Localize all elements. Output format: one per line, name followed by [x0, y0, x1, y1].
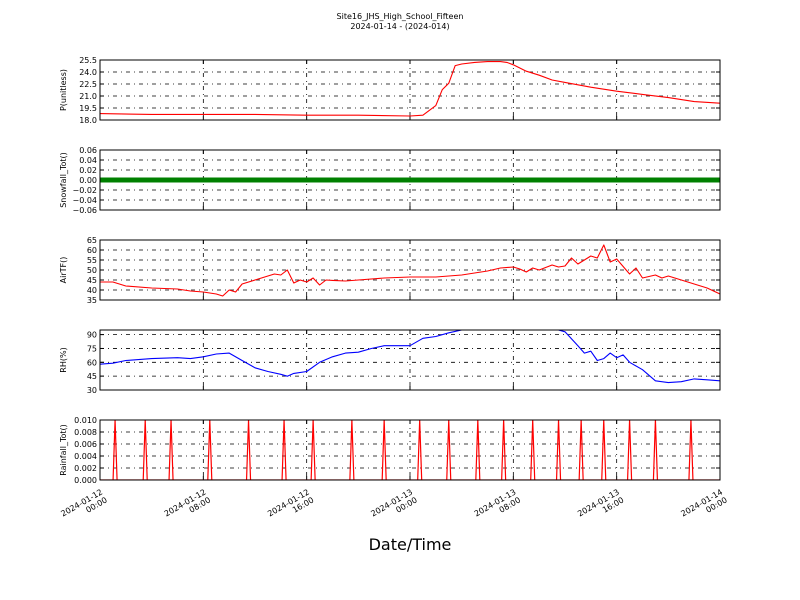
rainfall-spike	[578, 420, 584, 480]
y-tick-label: 21.0	[79, 92, 97, 101]
axes-frame	[99, 239, 721, 301]
series-2	[100, 244, 720, 297]
panel-4: 0.000 0.002 0.004 0.006 0.008 0.010 Rainfall_T…	[59, 416, 721, 485]
y-tick-label: 45	[87, 372, 97, 381]
rainfall-spike	[530, 420, 536, 480]
y-tick-label: 18.0	[79, 116, 97, 125]
rainfall-spike	[501, 420, 507, 480]
y-tick-label: 19.5	[79, 104, 97, 113]
y-tick-label: −0.04	[72, 196, 97, 205]
axes-frame	[99, 329, 721, 391]
series-line	[100, 330, 720, 384]
y-tick-label: 60	[87, 246, 97, 255]
x-tick-label: 2024-01-1300:00	[369, 487, 418, 526]
rainfall-spike	[142, 420, 148, 480]
rainfall-spike	[381, 420, 387, 480]
rainfall-spike	[112, 420, 118, 480]
series-line	[100, 61, 720, 117]
y-tick-label: 0.00	[79, 176, 97, 185]
rainfall-spike	[601, 420, 607, 480]
y-tick-label: −0.02	[72, 186, 97, 195]
y-tick-label: 0.04	[79, 156, 97, 165]
rainfall-spike	[349, 420, 355, 480]
rainfall-spike	[281, 420, 287, 480]
axes-frame	[99, 59, 721, 121]
rainfall-spike	[688, 420, 694, 480]
x-tick-label: 2024-01-1316:00	[576, 487, 625, 526]
x-tick-label: 2024-01-1200:00	[59, 487, 108, 526]
y-tick-label: 25.5	[79, 56, 97, 65]
y-tick-label: 90	[87, 331, 97, 340]
y-tick-label: 40	[87, 286, 97, 295]
rainfall-spike	[446, 420, 452, 480]
y-tick-label: 0.002	[74, 464, 97, 473]
x-tick-label: 2024-01-1400:00	[679, 487, 728, 526]
y-tick-label: 22.5	[79, 80, 97, 89]
rainfall-spike	[245, 420, 252, 480]
rainfall-spike	[310, 420, 316, 480]
series-3	[100, 330, 720, 384]
y-tick-label: −0.06	[72, 206, 97, 215]
axes-frame	[99, 419, 721, 481]
y-axis-label: Rainfall_Tot()	[59, 424, 68, 476]
x-tick-label: 2024-01-1216:00	[266, 487, 315, 526]
x-tick-labels: 2024-01-1200:00 2024-01-1208:00 2024-01-12…	[59, 487, 728, 526]
y-tick-label: 45	[87, 276, 97, 285]
y-tick-label: 0.008	[74, 428, 97, 437]
rainfall-spike	[207, 420, 213, 480]
y-axis-label: Snowfall_Tot()	[59, 152, 68, 208]
y-tick-label: 0.006	[74, 440, 97, 449]
y-tick-label: 0.010	[74, 416, 97, 425]
y-tick-label: 60	[87, 358, 97, 367]
chart-title: Site16_JHS_High_School_Fifteen	[337, 12, 464, 21]
y-tick-label: 30	[87, 386, 97, 395]
series-0	[100, 61, 720, 117]
rainfall-spike	[652, 420, 659, 480]
y-tick-label: 50	[87, 266, 97, 275]
y-tick-label: 75	[87, 344, 97, 353]
y-tick-label: 35	[87, 296, 97, 305]
panel-0: 18.0 19.5 21.0 22.5 24.0 25.5 P(unitless)	[59, 56, 721, 125]
x-tick-label: 2024-01-1308:00	[473, 487, 522, 526]
x-axis-label: Date/Time	[369, 535, 452, 554]
chart-subtitle: 2024-01-14 - (2024-014)	[350, 22, 449, 31]
y-axis-label: P(unitless)	[59, 69, 68, 111]
series-4	[100, 420, 720, 480]
rainfall-spike	[417, 420, 423, 480]
panel-3: 30 45 60 75 90 RH(%)	[59, 329, 721, 395]
y-axis-label: AirTF()	[59, 257, 68, 284]
y-tick-label: 0.004	[74, 452, 97, 461]
series-line	[100, 244, 720, 297]
panels: 18.0 19.5 21.0 22.5 24.0 25.5 P(unitless) −0.06…	[59, 56, 721, 485]
rainfall-spike	[168, 420, 174, 480]
rainfall-spike	[475, 420, 481, 480]
y-tick-label: 0.000	[74, 476, 97, 485]
y-tick-label: 55	[87, 256, 97, 265]
y-axis-label: RH(%)	[59, 347, 68, 372]
y-tick-label: 0.06	[79, 146, 97, 155]
rainfall-spike	[555, 420, 562, 480]
y-tick-label: 65	[87, 236, 97, 245]
y-tick-label: 0.02	[79, 166, 97, 175]
axes-frame	[99, 149, 721, 211]
rainfall-spike	[626, 420, 633, 480]
x-tick-label: 2024-01-1208:00	[163, 487, 212, 526]
y-tick-label: 24.0	[79, 68, 97, 77]
panel-1: −0.06−0.04−0.020.000.020.040.06 Snowfall_…	[59, 146, 721, 215]
